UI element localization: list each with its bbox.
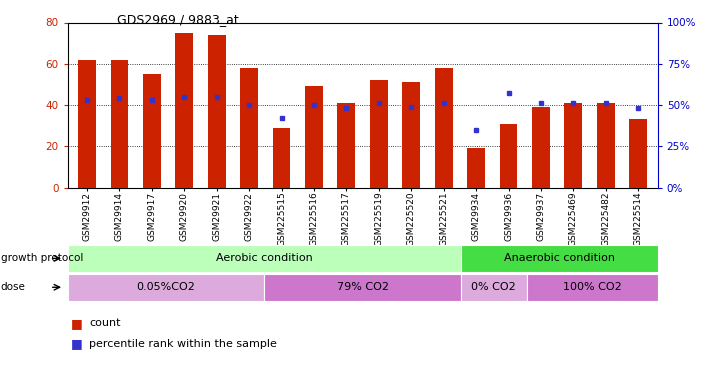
Bar: [467, 148, 485, 188]
Bar: [370, 80, 387, 188]
Bar: [500, 124, 518, 188]
Bar: [240, 68, 258, 188]
Text: 0% CO2: 0% CO2: [471, 282, 516, 292]
Bar: [264, 274, 461, 301]
Text: 0.05%CO2: 0.05%CO2: [137, 282, 196, 292]
Text: Aerobic condition: Aerobic condition: [216, 254, 313, 263]
Bar: [629, 119, 647, 188]
Bar: [143, 74, 161, 188]
Text: ■: ■: [71, 317, 83, 330]
Bar: [597, 103, 615, 188]
Bar: [68, 245, 461, 272]
Bar: [532, 107, 550, 188]
Text: 79% CO2: 79% CO2: [336, 282, 389, 292]
Bar: [208, 35, 225, 188]
Bar: [78, 60, 96, 188]
Text: GDS2969 / 9883_at: GDS2969 / 9883_at: [117, 13, 239, 26]
Bar: [176, 33, 193, 188]
Bar: [434, 68, 453, 188]
Text: dose: dose: [1, 282, 26, 292]
Text: percentile rank within the sample: percentile rank within the sample: [89, 339, 277, 349]
Text: ■: ■: [71, 338, 83, 350]
Bar: [461, 274, 527, 301]
Bar: [527, 274, 658, 301]
Bar: [402, 82, 420, 188]
Bar: [338, 103, 356, 188]
Text: 100% CO2: 100% CO2: [562, 282, 621, 292]
Text: count: count: [89, 318, 120, 328]
Text: Anaerobic condition: Anaerobic condition: [504, 254, 615, 263]
Bar: [110, 60, 129, 188]
Bar: [305, 87, 323, 188]
Bar: [272, 128, 291, 188]
Text: growth protocol: growth protocol: [1, 254, 83, 263]
Bar: [565, 103, 582, 188]
Bar: [461, 245, 658, 272]
Bar: [68, 274, 264, 301]
